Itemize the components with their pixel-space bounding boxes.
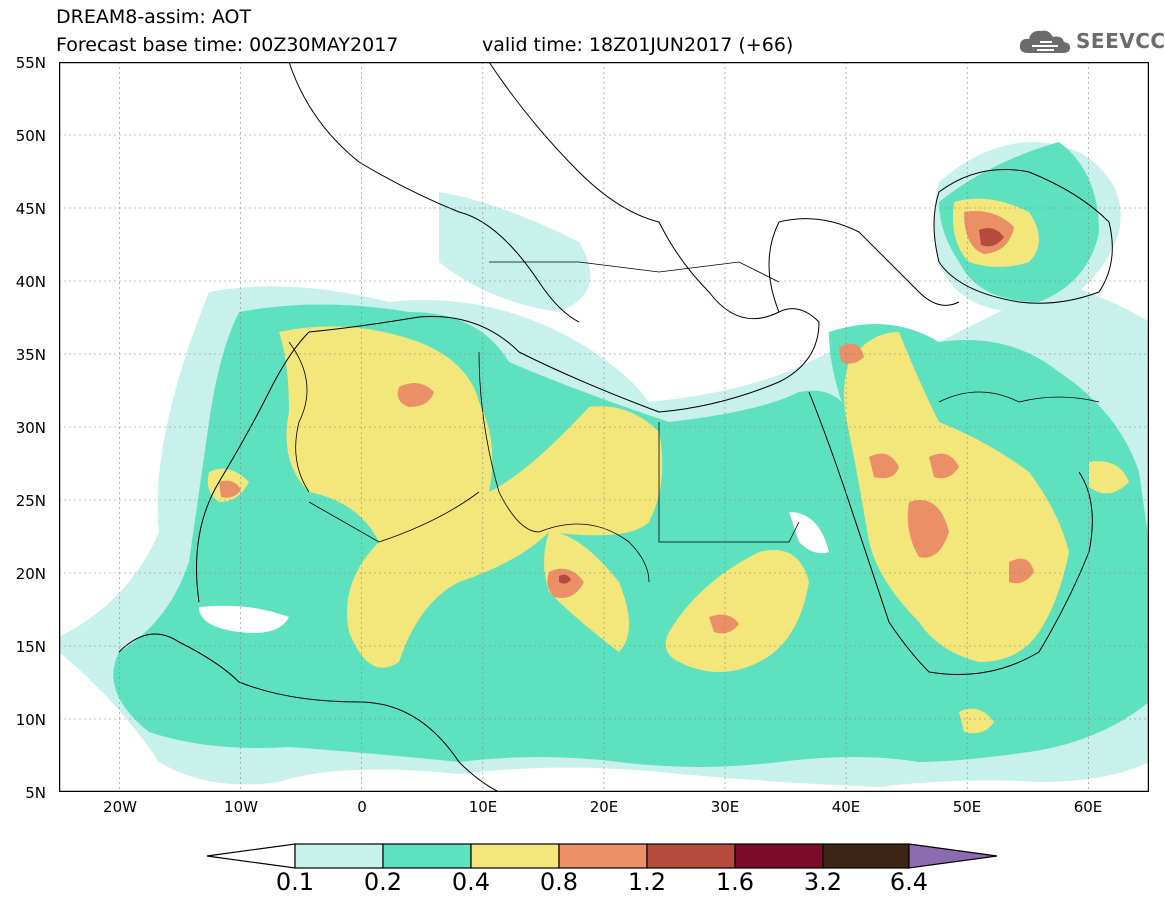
coastlines bbox=[118, 62, 1113, 792]
colorbar-label-3-2: 3.2 bbox=[803, 868, 843, 896]
lat-label-50n: 50N bbox=[15, 127, 46, 145]
lon-label-50e: 50E bbox=[952, 798, 982, 816]
lat-label-25n: 25N bbox=[15, 492, 46, 510]
lon-label-30e: 30E bbox=[710, 798, 740, 816]
aot-map bbox=[59, 62, 1149, 792]
colorbar-label-6-4: 6.4 bbox=[889, 868, 929, 896]
aot-layer-0-4 bbox=[207, 198, 1129, 734]
country-borders bbox=[288, 261, 1100, 583]
lat-label-5n: 5N bbox=[25, 784, 46, 802]
colorbar-label-0-4: 0.4 bbox=[451, 868, 491, 896]
valid-time: valid time: 18Z01JUN2017 (+66) bbox=[482, 34, 794, 56]
map-title: DREAM8-assim: AOT bbox=[56, 6, 252, 28]
lat-label-35n: 35N bbox=[15, 346, 46, 364]
colorbar-bin-6 bbox=[734, 843, 824, 869]
colorbar-label-1-6: 1.6 bbox=[715, 868, 755, 896]
colorbar-bin-2 bbox=[382, 843, 472, 869]
map-frame bbox=[59, 62, 1149, 792]
lon-label-0: 0 bbox=[357, 798, 367, 816]
aot-layer-1-2 bbox=[559, 228, 1004, 584]
colorbar-over-triangle bbox=[908, 843, 998, 869]
lon-label-10w: 10W bbox=[224, 798, 258, 816]
colorbar-bin-1 bbox=[294, 843, 384, 869]
colorbar-bin-5 bbox=[646, 843, 736, 869]
colorbar-bin-3 bbox=[470, 843, 560, 869]
lat-label-15n: 15N bbox=[15, 638, 46, 656]
forecast-base-time: Forecast base time: 00Z30MAY2017 bbox=[56, 34, 399, 56]
lat-label-45n: 45N bbox=[15, 200, 46, 218]
lon-label-10e: 10E bbox=[468, 798, 498, 816]
lon-label-20e: 20E bbox=[589, 798, 619, 816]
colorbar-label-0-1: 0.1 bbox=[275, 868, 315, 896]
lon-label-20w: 20W bbox=[103, 798, 137, 816]
logo-text: SEEVCCC bbox=[1076, 29, 1165, 53]
lat-label-55n: 55N bbox=[15, 54, 46, 72]
colorbar-label-0-8: 0.8 bbox=[539, 868, 579, 896]
colorbar-label-0-2: 0.2 bbox=[363, 868, 403, 896]
lon-label-40e: 40E bbox=[831, 798, 861, 816]
lat-label-20n: 20N bbox=[15, 565, 46, 583]
lon-label-60e: 60E bbox=[1073, 798, 1103, 816]
lat-label-30n: 30N bbox=[15, 419, 46, 437]
colorbar bbox=[206, 843, 998, 869]
seevccc-logo: SEEVCCC bbox=[1018, 24, 1165, 58]
colorbar-under-triangle bbox=[206, 843, 296, 869]
colorbar-bin-4 bbox=[558, 843, 648, 869]
lat-label-10n: 10N bbox=[15, 711, 46, 729]
graticule bbox=[59, 62, 1149, 792]
cloud-icon bbox=[1019, 30, 1071, 53]
lat-label-40n: 40N bbox=[15, 273, 46, 291]
colorbar-label-1-2: 1.2 bbox=[627, 868, 667, 896]
colorbar-bin-7 bbox=[822, 843, 910, 869]
